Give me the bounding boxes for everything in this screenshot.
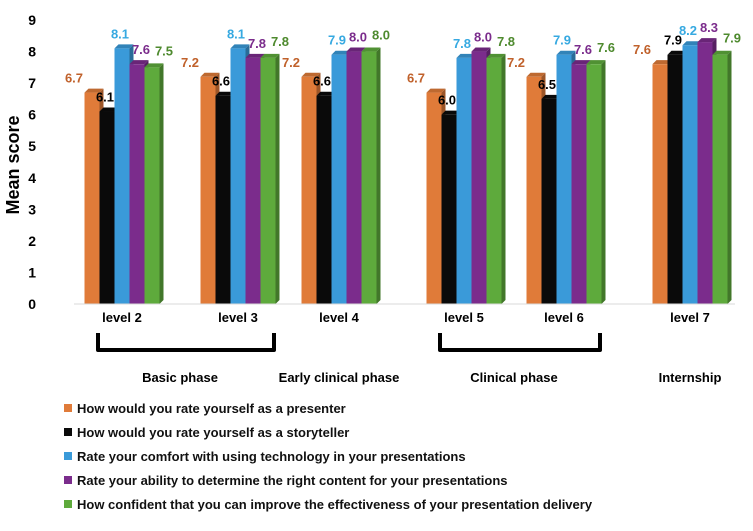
y-tick-label-6: 6 [28, 107, 36, 123]
data-label-level-4-series-3: 7.9 [328, 33, 346, 48]
y-tick-label-1: 1 [28, 264, 36, 280]
x-tick-label-level-3: level 3 [218, 310, 258, 325]
legend-label: How would you rate yourself as a storyte… [77, 424, 350, 440]
data-label-level-2-series-1: 6.7 [65, 71, 83, 86]
data-label-level-3-series-2: 6.6 [212, 74, 230, 89]
legend-item-series-4: Rate your ability to determine the right… [64, 468, 592, 492]
bar-level-3-series-5 [260, 53, 280, 304]
data-label-level-5-series-3: 7.8 [453, 36, 471, 51]
data-label-level-3-series-3: 8.1 [227, 26, 245, 41]
data-label-level-7-series-4: 8.3 [700, 20, 718, 35]
data-label-level-2-series-5: 7.5 [155, 43, 173, 58]
legend-label: Rate your comfort with using technology … [77, 448, 466, 464]
bracket-clinical-phase [438, 333, 602, 352]
phase-label-basic-phase: Basic phase [142, 370, 218, 385]
data-label-level-5-series-2: 6.0 [438, 93, 456, 108]
data-label-level-3-series-1: 7.2 [181, 55, 199, 70]
x-tick-label-level-5: level 5 [444, 310, 484, 325]
legend-item-series-5: How confident that you can improve the e… [64, 492, 592, 516]
data-label-level-7-series-2: 7.9 [664, 33, 682, 48]
legend-swatch [64, 428, 72, 436]
data-label-level-4-series-5: 8.0 [372, 28, 390, 43]
y-tick-label-5: 5 [28, 138, 36, 154]
y-tick-label-8: 8 [28, 44, 36, 60]
data-label-level-6-series-1: 7.2 [507, 55, 525, 70]
bars [84, 38, 732, 305]
bar-level-7-series-5 [712, 50, 732, 304]
phase-label-early-clinical-phase: Early clinical phase [279, 370, 400, 385]
data-label-level-6-series-2: 6.5 [538, 77, 556, 92]
data-label-level-5-series-5: 7.8 [497, 34, 515, 49]
y-tick-label-3: 3 [28, 201, 36, 217]
bar-level-2-series-5 [144, 63, 164, 305]
data-label-level-4-series-1: 7.2 [282, 55, 300, 70]
phase-label-clinical-phase: Clinical phase [470, 370, 557, 385]
legend-label: How would you rate yourself as a present… [77, 400, 346, 416]
x-tick-label-level-4: level 4 [319, 310, 360, 325]
bar-level-5-series-5 [486, 53, 506, 304]
data-label-level-7-series-5: 7.9 [723, 31, 741, 46]
y-axis-ticks: 0 1 2 3 4 5 6 7 8 9 [28, 12, 36, 312]
phase-labels: Basic phase Early clinical phase Clinical … [142, 370, 721, 385]
phase-label-internship: Internship [659, 370, 722, 385]
legend-item-series-3: Rate your comfort with using technology … [64, 444, 592, 468]
data-label-level-2-series-4: 7.6 [132, 42, 150, 57]
legend-item-series-1: How would you rate yourself as a present… [64, 396, 592, 420]
data-label-level-6-series-3: 7.9 [553, 33, 571, 48]
legend-label: Rate your ability to determine the right… [77, 472, 508, 488]
legend-swatch [64, 452, 72, 460]
legend-label: How confident that you can improve the e… [77, 496, 593, 512]
data-label-level-7-series-1: 7.6 [633, 42, 651, 57]
data-label-level-6-series-5: 7.6 [597, 40, 615, 55]
data-label-level-6-series-4: 7.6 [574, 42, 592, 57]
y-tick-label-4: 4 [28, 170, 36, 186]
x-tick-label-level-7: level 7 [670, 310, 710, 325]
data-label-level-4-series-4: 8.0 [349, 30, 367, 45]
data-label-level-7-series-3: 8.2 [679, 23, 697, 38]
phase-brackets [96, 333, 602, 352]
x-tick-label-level-6: level 6 [544, 310, 584, 325]
bracket-basic-phase [96, 333, 276, 352]
x-tick-label-level-2: level 2 [102, 310, 142, 325]
legend-swatch [64, 476, 72, 484]
data-label-level-2-series-2: 6.1 [96, 90, 114, 105]
y-tick-label-9: 9 [28, 12, 36, 28]
data-label-level-2-series-3: 8.1 [111, 26, 129, 41]
data-labels: 6.7 7.2 7.2 6.7 7.2 7.6 6.1 6.6 6.6 6.0 6.5 7.9 8.1 8… [65, 20, 741, 108]
bar-level-4-series-5 [361, 47, 381, 305]
y-tick-label-0: 0 [28, 296, 36, 312]
legend-item-series-2: How would you rate yourself as a storyte… [64, 420, 592, 444]
legend: How would you rate yourself as a present… [64, 396, 592, 516]
y-tick-label-2: 2 [28, 233, 36, 249]
y-axis-title: Mean score [3, 115, 23, 214]
data-label-level-3-series-4: 7.8 [248, 36, 266, 51]
data-label-level-4-series-2: 6.6 [313, 74, 331, 89]
data-label-level-5-series-1: 6.7 [407, 71, 425, 86]
legend-swatch [64, 500, 72, 508]
x-axis-tick-labels: level 2 level 3 level 4 level 5 level 6 level… [102, 310, 710, 325]
legend-swatch [64, 404, 72, 412]
bar-level-6-series-5 [586, 60, 606, 304]
data-label-level-3-series-5: 7.8 [271, 34, 289, 49]
data-label-level-5-series-4: 8.0 [474, 30, 492, 45]
y-tick-label-7: 7 [28, 75, 36, 91]
